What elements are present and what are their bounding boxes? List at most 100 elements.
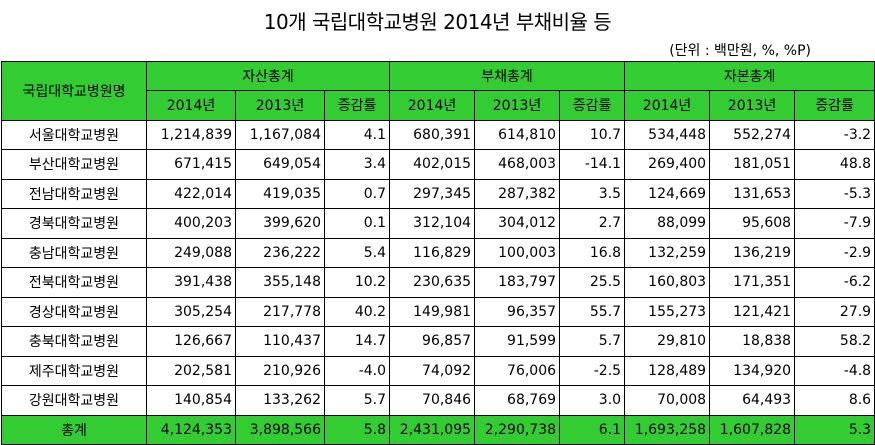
value-cell: 5.4 (323, 237, 391, 268)
value-cell: 40.2 (323, 296, 391, 327)
hospital-name-cell: 강원대학교병원 (1, 385, 147, 416)
value-cell: -4.0 (323, 355, 391, 386)
value-cell: -2.9 (794, 237, 875, 268)
total-value-cell: 1,607,828 (709, 414, 796, 445)
value-cell: 25.5 (559, 267, 626, 298)
value-cell: 91,599 (474, 326, 561, 357)
page-title: 10개 국립대학교병원 2014년 부채비율 등 (263, 10, 612, 34)
value-cell: 160,803 (624, 267, 711, 298)
table-row: 부산대학교병원 671,415 649,054 3.4 402,015 468,003 -1… (1, 149, 875, 180)
table-row: 전남대학교병원 422,014 419,035 0.7 297,345 287,382 3.… (1, 178, 875, 209)
value-cell: 0.1 (323, 208, 391, 239)
value-cell: 249,088 (146, 237, 236, 268)
value-cell: 399,620 (235, 208, 325, 239)
value-cell: 100,003 (474, 237, 561, 268)
value-cell: 3.4 (323, 149, 391, 180)
value-cell: 140,854 (146, 385, 236, 416)
value-cell: 183,797 (474, 267, 561, 298)
value-cell: 110,437 (235, 326, 325, 357)
table-row: 경북대학교병원 400,203 399,620 0.1 312,104 304,012 2.… (1, 208, 875, 239)
value-cell: 181,051 (709, 149, 796, 180)
hospital-name-cell: 제주대학교병원 (1, 355, 147, 386)
value-cell: 1,214,839 (146, 119, 236, 150)
sub-header-cell: 2014년 (389, 90, 476, 121)
value-cell: 48.8 (794, 149, 875, 180)
total-value-cell: 5.3 (794, 414, 875, 445)
value-cell: 8.6 (794, 385, 875, 416)
value-cell: -7.9 (794, 208, 875, 239)
hospital-name-cell: 부산대학교병원 (1, 149, 147, 180)
value-cell: 1,167,084 (235, 119, 325, 150)
hospital-name-cell: 충북대학교병원 (1, 326, 147, 357)
value-cell: 128,489 (624, 355, 711, 386)
value-cell: 552,274 (709, 119, 796, 150)
value-cell: 391,438 (146, 267, 236, 298)
value-cell: 68,769 (474, 385, 561, 416)
value-cell: -3.2 (794, 119, 875, 150)
value-cell: -4.8 (794, 355, 875, 386)
sub-header-cell: 증감률 (559, 90, 626, 121)
name-column-header: 국립대학교병원명 (1, 61, 147, 121)
value-cell: 3.0 (559, 385, 626, 416)
value-cell: 5.7 (559, 326, 626, 357)
value-cell: 70,008 (624, 385, 711, 416)
value-cell: 614,810 (474, 119, 561, 150)
value-cell: 5.7 (323, 385, 391, 416)
table-row: 강원대학교병원 140,854 133,262 5.7 70,846 68,769 3.0 7… (1, 385, 875, 416)
value-cell: 96,357 (474, 296, 561, 327)
total-value-cell: 2,431,095 (389, 414, 476, 445)
value-cell: 131,653 (709, 178, 796, 209)
hospital-name-cell: 경상대학교병원 (1, 296, 147, 327)
value-cell: -2.5 (559, 355, 626, 386)
table-row: 서울대학교병원 1,214,839 1,167,084 4.1 680,391 614,8… (1, 119, 875, 150)
value-cell: 70,846 (389, 385, 476, 416)
value-cell: 355,148 (235, 267, 325, 298)
value-cell: 287,382 (474, 178, 561, 209)
group-header-liabilities: 부채총계 (389, 61, 626, 91)
group-header-equity: 자본총계 (624, 61, 875, 91)
value-cell: 116,829 (389, 237, 476, 268)
value-cell: 202,581 (146, 355, 236, 386)
total-value-cell: 4,124,353 (146, 414, 236, 445)
hospital-name-cell: 전남대학교병원 (1, 178, 147, 209)
sub-header-cell: 2013년 (235, 90, 325, 121)
value-cell: -14.1 (559, 149, 626, 180)
sub-header-cell: 2014년 (146, 90, 236, 121)
value-cell: 95,608 (709, 208, 796, 239)
value-cell: 121,421 (709, 296, 796, 327)
table-row: 전북대학교병원 391,438 355,148 10.2 230,635 183,797 2… (1, 267, 875, 298)
sub-header-cell: 2013년 (474, 90, 561, 121)
value-cell: 3.5 (559, 178, 626, 209)
value-cell: 76,006 (474, 355, 561, 386)
debt-ratio-table: 국립대학교병원명 자산총계 부채총계 자본총계 2014년 2013년 증감률 201… (1, 61, 875, 445)
sub-header-row: 2014년 2013년 증감률 2014년 2013년 증감률 2014년 2013년 증감률 (2, 90, 875, 121)
sub-header-cell: 증감률 (794, 90, 875, 121)
value-cell: 155,273 (624, 296, 711, 327)
value-cell: 649,054 (235, 149, 325, 180)
hospital-name-cell: 경북대학교병원 (1, 208, 147, 239)
value-cell: -5.3 (794, 178, 875, 209)
total-value-cell: 1,693,258 (624, 414, 711, 445)
hospital-name-cell: 충남대학교병원 (1, 237, 147, 268)
value-cell: -6.2 (794, 267, 875, 298)
value-cell: 64,493 (709, 385, 796, 416)
value-cell: 74,092 (389, 355, 476, 386)
value-cell: 305,254 (146, 296, 236, 327)
value-cell: 2.7 (559, 208, 626, 239)
value-cell: 96,857 (389, 326, 476, 357)
table-row: 제주대학교병원 202,581 210,926 -4.0 74,092 76,006 -2.… (1, 355, 875, 386)
value-cell: 14.7 (323, 326, 391, 357)
value-cell: 210,926 (235, 355, 325, 386)
value-cell: 126,667 (146, 326, 236, 357)
value-cell: 422,014 (146, 178, 236, 209)
value-cell: 29,810 (624, 326, 711, 357)
value-cell: 269,400 (624, 149, 711, 180)
value-cell: 10.2 (323, 267, 391, 298)
value-cell: 236,222 (235, 237, 325, 268)
value-cell: 4.1 (323, 119, 391, 150)
value-cell: 136,219 (709, 237, 796, 268)
value-cell: 134,920 (709, 355, 796, 386)
value-cell: 671,415 (146, 149, 236, 180)
total-value-cell: 5.8 (323, 414, 391, 445)
value-cell: 132,259 (624, 237, 711, 268)
